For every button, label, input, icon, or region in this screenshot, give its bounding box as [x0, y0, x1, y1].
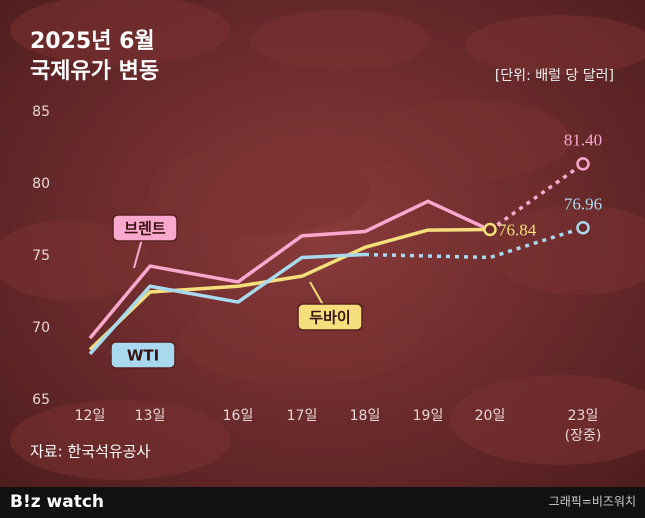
x-tick-label: 13일 — [135, 408, 166, 424]
legend-box — [297, 303, 363, 331]
value-label: 81.40 — [564, 131, 602, 150]
legend-label: WTI — [127, 347, 159, 365]
line-forecast — [488, 162, 585, 232]
y-tick-label: 80 — [32, 176, 50, 192]
x-tick-label: 12일 — [75, 408, 106, 424]
chart-title: 2025년 6월 — [30, 29, 155, 54]
line — [88, 199, 491, 340]
footer-bar — [0, 487, 645, 518]
unit-note: [단위: 배럴 당 달러] — [495, 68, 614, 84]
point — [576, 157, 590, 171]
x-tick-label: 16일 — [223, 408, 254, 424]
value-label: 76.84 — [498, 220, 537, 239]
source: 자료: 한국석유공사 — [30, 443, 150, 461]
legend-label: 두바이 — [309, 309, 350, 327]
chart-subtitle: 국제유가 변동 — [30, 59, 159, 84]
y-tick-label: 65 — [32, 392, 50, 408]
point — [576, 221, 590, 235]
y-tick-label: 75 — [32, 248, 50, 264]
x-tick-label: 18일 — [350, 408, 381, 424]
legend-box — [112, 214, 178, 242]
line — [88, 227, 491, 351]
line — [88, 252, 366, 356]
x-tick-label: 20일 — [475, 408, 506, 424]
x-tick-label: 23일 — [568, 408, 599, 424]
credit: 그래픽=비즈워치 — [549, 495, 636, 509]
point — [483, 222, 497, 237]
legend-box — [110, 341, 176, 369]
value-label: 76.96 — [564, 195, 602, 214]
y-tick-label: 70 — [32, 320, 50, 336]
x-tick-label: 17일 — [287, 408, 318, 424]
legend-label: 브렌트 — [124, 220, 166, 238]
line-forecast — [364, 226, 584, 260]
logo: B!z watch — [10, 492, 104, 512]
x-tick-note: (장중) — [565, 428, 602, 444]
x-tick-label: 19일 — [413, 408, 444, 424]
y-tick-label: 85 — [32, 104, 50, 120]
